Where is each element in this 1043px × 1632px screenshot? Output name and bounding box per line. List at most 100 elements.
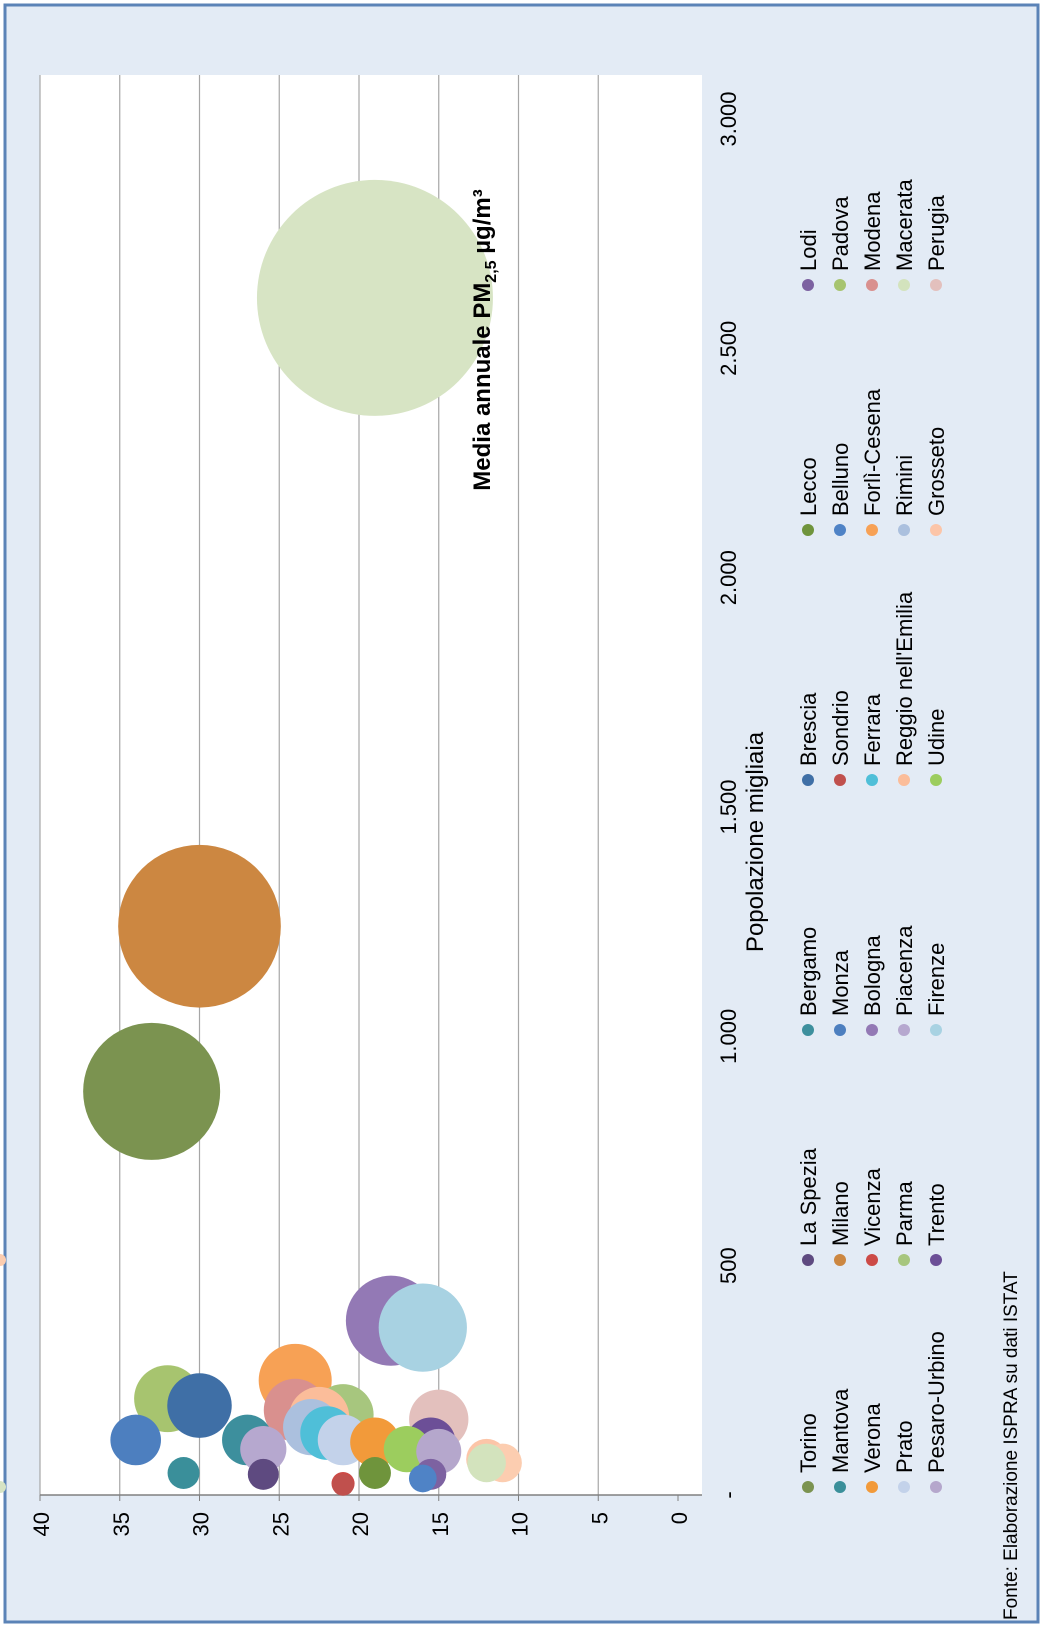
legend-label: Torino bbox=[796, 1413, 821, 1473]
x-axis-title: Popolazione migliaia bbox=[742, 731, 769, 952]
legend-label: Reggio nell'Emilia bbox=[892, 591, 917, 766]
gridlines bbox=[39, 75, 599, 1495]
legend-marker bbox=[898, 1254, 910, 1266]
legend-label: Trento bbox=[924, 1183, 949, 1246]
legend-label: Vicenza bbox=[860, 1167, 885, 1246]
legend-label: Mantova bbox=[828, 1388, 853, 1473]
bubble bbox=[378, 1283, 467, 1372]
legend-marker bbox=[834, 774, 846, 786]
x-tick-label: 1.500 bbox=[716, 779, 741, 834]
legend-label: Rimini bbox=[892, 455, 917, 516]
legend-marker bbox=[802, 1481, 814, 1493]
legend-marker bbox=[834, 524, 846, 536]
source-note: Fonte: Elaborazione ISPRA su dati ISTAT bbox=[1001, 1271, 1022, 1620]
x-tick-label: 2.500 bbox=[716, 321, 741, 376]
legend-label: Roma bbox=[0, 0, 59, 5]
legend-label: Belluno bbox=[828, 443, 853, 516]
legend-label: Monza bbox=[828, 949, 853, 1016]
legend-label: Cosenza bbox=[0, 0, 88, 5]
legend-marker bbox=[866, 1481, 878, 1493]
legend-marker bbox=[866, 1024, 878, 1036]
legend-label: Udine bbox=[924, 709, 949, 766]
x-tick-label: - bbox=[716, 1491, 741, 1498]
legend-label: Macerata bbox=[892, 179, 917, 271]
legend-marker bbox=[0, 1481, 6, 1493]
legend-marker bbox=[834, 279, 846, 291]
y-tick-label: 25 bbox=[268, 1512, 293, 1536]
legend-marker bbox=[866, 774, 878, 786]
bubble bbox=[256, 179, 493, 416]
x-tick-labels: - 500 1.000 1.500 2.000 2.500 3.000 bbox=[716, 91, 741, 1498]
legend-label: Grosseto bbox=[924, 427, 949, 516]
legend-marker bbox=[802, 1254, 814, 1266]
bubble bbox=[332, 1474, 354, 1496]
bubbles bbox=[83, 179, 522, 1496]
y-tick-label: 5 bbox=[587, 1512, 612, 1524]
x-tick-label: 1.000 bbox=[716, 1009, 741, 1064]
y-axis-title: Media annuale PM2,5 µg/m³ bbox=[469, 189, 500, 490]
legend-label: Verona bbox=[860, 1403, 885, 1473]
x-tick-label: 500 bbox=[716, 1247, 741, 1284]
y-tick-label: 15 bbox=[428, 1512, 453, 1536]
legend-label: Bergamo bbox=[796, 927, 821, 1016]
legend-marker bbox=[866, 1254, 878, 1266]
bubble bbox=[167, 1456, 200, 1489]
y-tick-labels: 0 5 10 15 20 25 30 35 40 bbox=[29, 1495, 692, 1536]
legend-marker bbox=[930, 1024, 942, 1036]
legend-label: Pesaro-Urbino bbox=[924, 1331, 949, 1473]
legend-label: Parma bbox=[892, 1180, 917, 1246]
legend-marker bbox=[898, 1481, 910, 1493]
legend-marker bbox=[0, 1254, 6, 1266]
bubble bbox=[408, 1464, 437, 1493]
legend-label: Lecco bbox=[796, 457, 821, 516]
bubble bbox=[110, 1414, 162, 1466]
legend-marker bbox=[898, 774, 910, 786]
legend-marker bbox=[930, 774, 942, 786]
y-axis-title-unit: µg/m³ bbox=[469, 189, 496, 260]
legend-label: Ferrara bbox=[860, 693, 885, 766]
legend-label: La Spezia bbox=[796, 1147, 821, 1246]
legend-marker bbox=[930, 1481, 942, 1493]
legend-label: Modena bbox=[860, 191, 885, 271]
legend-marker bbox=[930, 279, 942, 291]
bubble bbox=[358, 1456, 391, 1489]
legend-label: Padova bbox=[828, 196, 853, 271]
y-tick-label: 35 bbox=[109, 1512, 134, 1536]
legend-label: Firenze bbox=[924, 943, 949, 1016]
y-tick-label: 20 bbox=[348, 1512, 373, 1536]
legend-label: Forlì-Cesena bbox=[860, 388, 885, 516]
x-tick-label: 3.000 bbox=[716, 91, 741, 146]
legend-label: Prato bbox=[892, 1420, 917, 1473]
legend-label: Lodi bbox=[796, 229, 821, 271]
x-tick-label: 2.000 bbox=[716, 550, 741, 605]
legend-marker bbox=[898, 1024, 910, 1036]
legend-label: Sondrio bbox=[828, 690, 853, 766]
legend-marker bbox=[866, 279, 878, 291]
legend-label: Milano bbox=[828, 1181, 853, 1246]
y-tick-label: 40 bbox=[29, 1512, 54, 1536]
legend-marker bbox=[802, 1024, 814, 1036]
legend-marker bbox=[802, 524, 814, 536]
legend-marker bbox=[802, 774, 814, 786]
bubble bbox=[467, 1443, 506, 1483]
legend-marker bbox=[834, 1481, 846, 1493]
y-axis-title-subscript: 2,5 bbox=[483, 260, 500, 282]
bubble bbox=[247, 1458, 279, 1490]
legend-marker bbox=[930, 1254, 942, 1266]
bubble bbox=[83, 1022, 221, 1160]
legend-marker bbox=[898, 279, 910, 291]
y-tick-label: 30 bbox=[189, 1512, 214, 1536]
y-tick-label: 0 bbox=[667, 1512, 692, 1524]
legend-marker bbox=[898, 524, 910, 536]
legend-marker bbox=[930, 524, 942, 536]
legend-marker bbox=[834, 1254, 846, 1266]
legend-label: Bologna bbox=[860, 934, 885, 1016]
bubble bbox=[118, 844, 281, 1008]
legend-marker bbox=[834, 1024, 846, 1036]
bubble bbox=[240, 1426, 287, 1473]
y-tick-label: 10 bbox=[508, 1512, 533, 1536]
legend-label: Brescia bbox=[796, 692, 821, 766]
legend: Torino Mantova Verona Prato Pesaro-Urbino Rom… bbox=[0, 0, 949, 1493]
